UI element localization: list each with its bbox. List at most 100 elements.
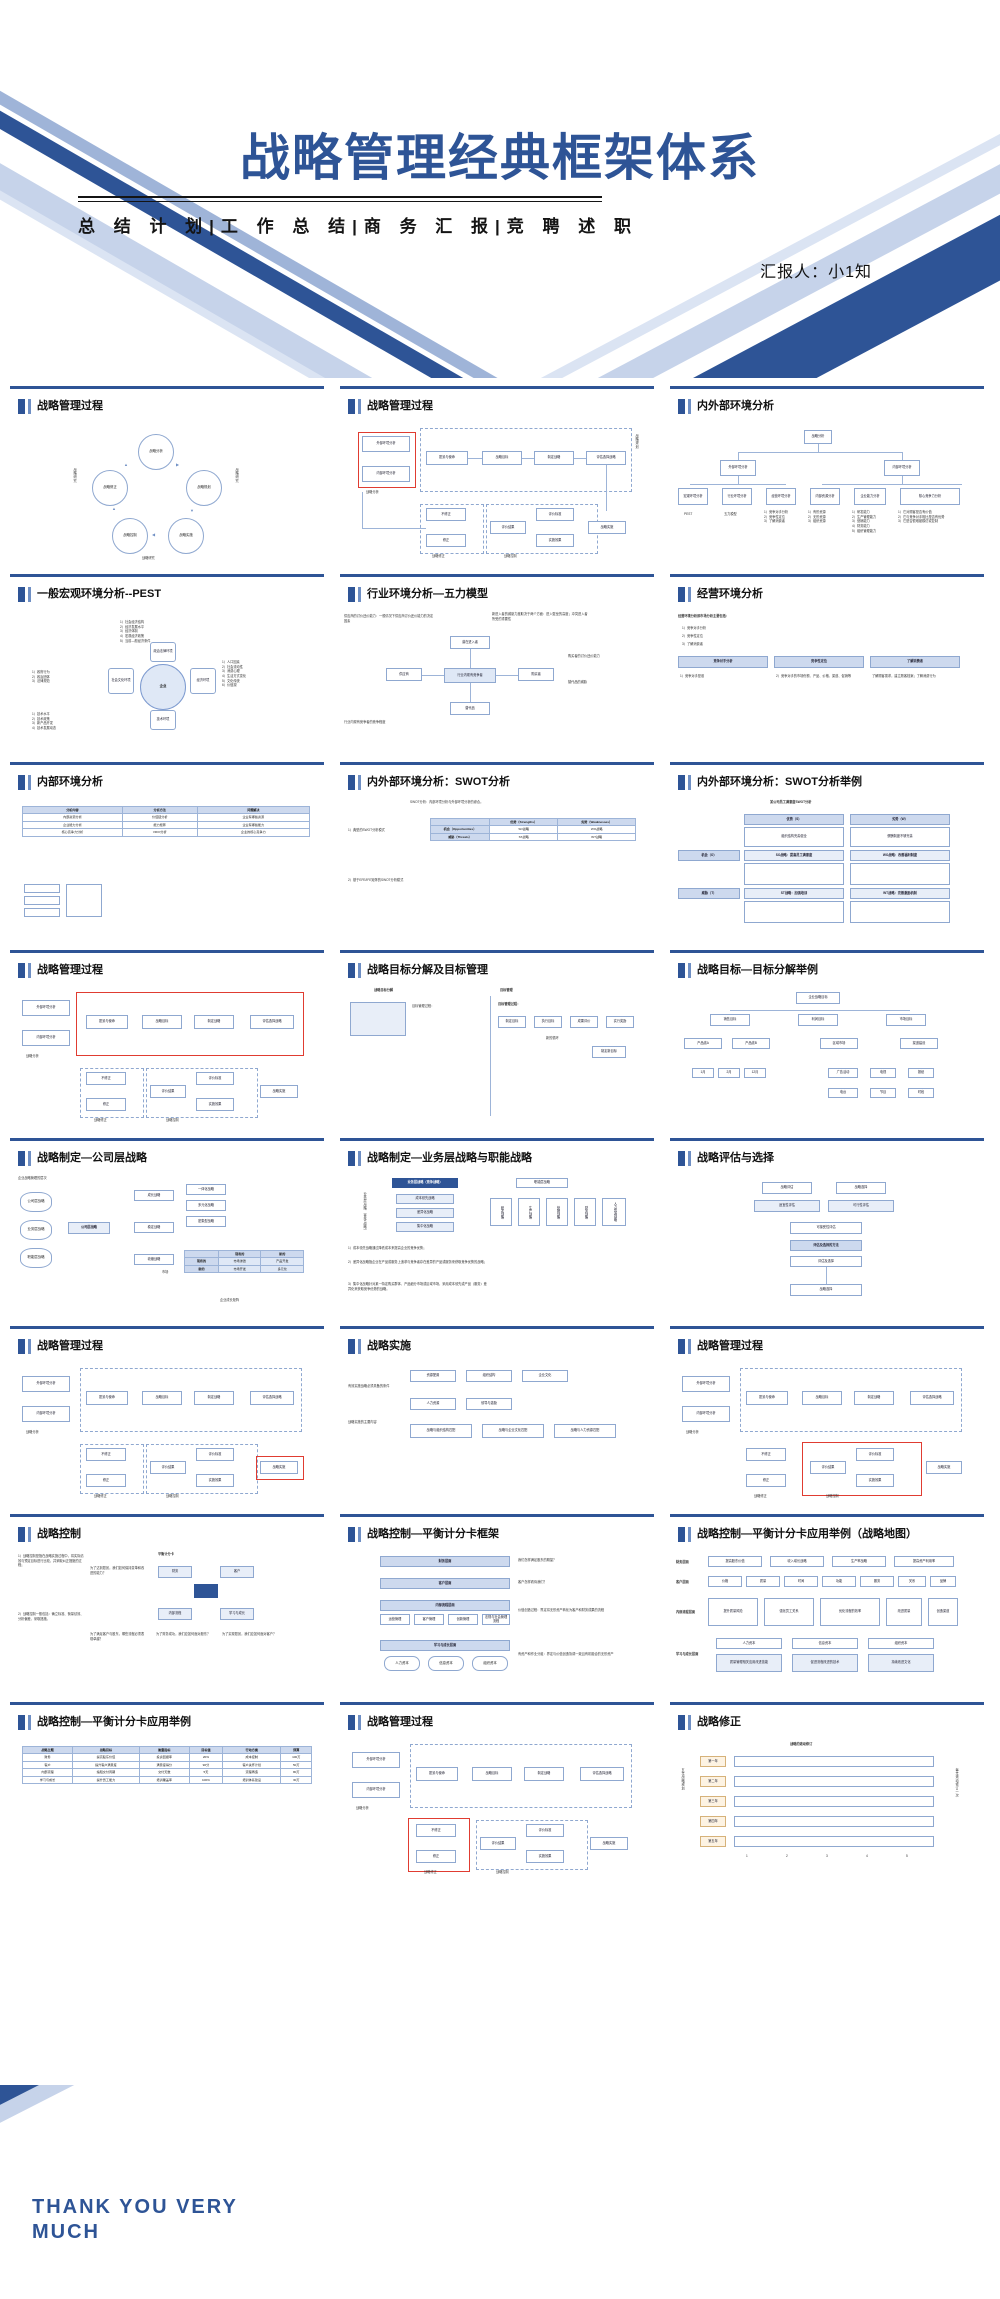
title-bar-icon xyxy=(18,587,25,602)
slide-title: 战略制定—业务层战略与职能战略 xyxy=(367,1151,532,1164)
eval-node: 战略选择 xyxy=(836,1182,886,1194)
slide-thumb-21[interactable]: 战略控制—平衡计分卡应用举例（战略地图） 财务层面 提高股东价值 收入增长战略 … xyxy=(670,1506,984,1694)
slide-content: 供应商的讨价还价能力：一般情况下供应商讨价还价能力的决定因素 新进入者的威胁力度… xyxy=(340,606,654,754)
column-text: 了解顾客需求，建立顾客档案；了解消费行为 xyxy=(872,674,936,678)
table-row: 威胁（Threats） ST战略 WT战略 xyxy=(430,832,636,842)
bsc-desc: 客户怎样看待我们？ xyxy=(518,1580,547,1584)
slide-title: 内部环境分析 xyxy=(37,775,103,788)
year-tick: 2 xyxy=(786,1854,788,1858)
slide-thumb-1[interactable]: 战略管理过程 战略分析 战略规划 战略实施 战略控制 战略修正 ▶ ▼ ◀ ▲ … xyxy=(10,378,324,566)
table-row: 机会（Opportunities） SO战略 WO战略 xyxy=(430,825,636,835)
bsc-question: 为了财务成功，我们应如何面对股东？ xyxy=(156,1632,211,1636)
slide-content: 战略主题 战略目标 衡量指标 目标值 行动方案 预算 财务 提高股东价值 投资回报率… xyxy=(10,1734,324,1882)
title-bar-icon xyxy=(18,1527,25,1542)
tree-leaf: 财务战略 xyxy=(574,1198,596,1226)
title-bar-icon xyxy=(18,775,25,790)
slide-thumb-24[interactable]: 战略修正 战略的滚动修订 五年战略规划 每年滚动修订一次 第一年 第二年 第三年… xyxy=(670,1694,984,1882)
group-label: 战略修正 xyxy=(94,1494,107,1498)
slide-thumb-3[interactable]: 内外部环境分析 战略分析 外部环境分析 内部环境分析 宏观环境分析 行业环境分析… xyxy=(670,378,984,566)
tree-node: 市场目标 xyxy=(886,1014,926,1026)
slide-thumb-16[interactable]: 战略管理过程 外部环境分析 内部环境分析 愿景与使命 战略目标 制定战略 评估选… xyxy=(10,1318,324,1506)
map-cell: 关系 xyxy=(898,1576,926,1587)
left-label: 2）基于EFE/IFE矩阵的SWOT分析模式 xyxy=(348,878,404,882)
flow-label: 新的循环 xyxy=(546,1036,559,1040)
bsc-section: 财务层面 xyxy=(380,1556,510,1567)
slide-title: 战略控制—平衡计分卡框架 xyxy=(367,1527,499,1540)
cycle-arrow-icon: ▶ xyxy=(176,462,180,467)
flow-node: 评估选择战略 xyxy=(250,1391,294,1405)
slide-thumb-10[interactable]: 战略管理过程 外部环境分析 内部环境分析 愿景与使命 战略目标 制定战略 评估选… xyxy=(10,942,324,1130)
slide-thumb-22[interactable]: 战略控制—平衡计分卡应用举例 战略主题 战略目标 衡量指标 目标值 行动方案 预… xyxy=(10,1694,324,1882)
slide-thumb-15[interactable]: 战略评估与选择 战略评估 战略选择 适宜性评估 可行性评估 可接受性评估 评估及… xyxy=(670,1130,984,1318)
thank-you-text: THANK YOU VERY MUCH xyxy=(32,2195,312,2245)
flow-node: 评价标准 xyxy=(196,1072,234,1085)
bsc-section: 内部流程层面 xyxy=(380,1600,510,1611)
slide-thumb-17[interactable]: 战略实施 有效实施战略必须具备的条件 战略实施的主要内容 资源配置 组织结构 企… xyxy=(340,1318,654,1506)
flow-node: 修正 xyxy=(86,1098,126,1111)
group-label: 战略控制 xyxy=(166,1118,179,1122)
year-tick: 5 xyxy=(906,1854,908,1858)
flow-lead: 目标管理过程： xyxy=(498,1002,521,1006)
slide-content: 经营环境分析即市场分析主要包括： 1）竞争对手分析 2）竞争性定位 3）了解消费… xyxy=(670,606,984,754)
slide-thumb-4[interactable]: 一般宏观环境分析--PEST 1）社会经济结构 2）经济发展水平 3）经济体制 … xyxy=(10,566,324,754)
pest-quadrant: 政治法律环境 xyxy=(150,642,176,662)
slide-thumb-23[interactable]: 战略管理过程 外部环境分析 内部环境分析 愿景与使命 战略目标 制定战略 评估选… xyxy=(340,1694,654,1882)
slide-content: 外部环境分析 内部环境分析 愿景与使命 战略目标 制定战略 评估选择战略 战略分… xyxy=(340,418,654,566)
slide-thumb-13[interactable]: 战略制定—公司层战略 企业战略管理的层次 公司层战略 业务层战略 职能层战略 公… xyxy=(10,1130,324,1318)
strategy-node: 成长战略 xyxy=(134,1190,174,1201)
row-label: 财务层面 xyxy=(676,1560,689,1564)
slide-thumb-7[interactable]: 内部环境分析 分析内容 分析方法 问题解决 内部资源分析 价值链分析 企业有哪些资源… xyxy=(10,754,324,942)
axis-label: 市场 xyxy=(162,1270,169,1274)
flow-node: 内部环境分析 xyxy=(682,1406,730,1422)
bottom-node: 电视 xyxy=(870,1068,896,1078)
impl-node: 人力资源 xyxy=(410,1398,456,1410)
bsc-quadrant: 财务 xyxy=(158,1566,192,1578)
th: 问题解决 xyxy=(196,805,311,815)
row-label: 内部流程层面 xyxy=(676,1610,696,1614)
map-cell: 服务 xyxy=(860,1576,894,1587)
eval-node: 战略评估 xyxy=(762,1182,812,1194)
tree-leaf: 核心竞争力分析 xyxy=(900,488,960,505)
table-row: 现有的 市场渗透 产品开发 xyxy=(184,1257,304,1267)
force-node-center: 行业内现有竞争者 xyxy=(444,668,496,683)
slide-thumb-12[interactable]: 战略目标—目标分解举例 企业战略目标 销售目标 利润目标 市场目标 产品线A 产… xyxy=(670,942,984,1130)
flow-node: 修正 xyxy=(746,1474,786,1487)
title-bar-icon xyxy=(348,399,355,414)
month-cell: 1月 xyxy=(692,1068,714,1078)
slide-title: 战略控制—平衡计分卡应用举例（战略地图） xyxy=(697,1527,917,1540)
flow-node: 不修正 xyxy=(746,1448,786,1461)
title-bar-icon xyxy=(678,1339,685,1354)
slide-thumb-9[interactable]: 内外部环境分析：SWOT分析举例 某公司员工满意度SWOT分析 优势（S） 劣势… xyxy=(670,754,984,942)
slide-title: 战略管理过程 xyxy=(37,399,103,412)
slide-content: 1）社会经济结构 2）经济发展水平 3）经济体制 4）宏观经济政策 5）当前—般… xyxy=(10,606,324,754)
slide-thumb-14[interactable]: 战略制定—业务层战略与职能战略 业务层战略（竞争战略） 成本领先战略 差异化战略… xyxy=(340,1130,654,1318)
slide-thumb-19[interactable]: 战略控制 1）战略控制是指在战略实施过程中，将实际绩效与预定目标进行比较，并采取… xyxy=(10,1506,324,1694)
slide-thumb-11[interactable]: 战略目标分解及目标管理 战略目标分解 目标管理 目标管理过程： 目标管理过程： … xyxy=(340,942,654,1130)
flow-node: 战略目标 xyxy=(142,1015,182,1029)
flow-node: 愿景与使命 xyxy=(426,451,468,465)
slide-title: 战略控制 xyxy=(37,1527,81,1540)
tree-node: 外部环境分析 xyxy=(720,460,756,476)
body-text: 2）差异化战略指企业在产品或服务上追求与竞争者存在差异的产品或服务来获取竞争优势… xyxy=(348,1260,487,1264)
map-cell: 人力资本 xyxy=(716,1638,782,1649)
slide-thumb-18[interactable]: 战略管理过程 外部环境分析 内部环境分析 愿景与使命 战略目标 制定战略 评估选… xyxy=(670,1318,984,1506)
slide-thumb-8[interactable]: 内外部环境分析：SWOT分析 SWOT分析：内部环境分析与外部环境分析的综合。 … xyxy=(340,754,654,942)
slide-thumb-20[interactable]: 战略控制—平衡计分卡框架 财务层面 我们怎样满足股东的期望？ 客户层面 客户怎样… xyxy=(340,1506,654,1694)
slide-row-8: 战略控制—平衡计分卡应用举例 战略主题 战略目标 衡量指标 目标值 行动方案 预… xyxy=(0,1694,1000,1882)
bsc-desc: 我们怎样满足股东的期望？ xyxy=(518,1558,557,1562)
strategy-box: 集中化战略 xyxy=(396,1222,454,1232)
lead-text: 企业战略管理的层次 xyxy=(18,1176,47,1180)
column-header: 了解消费者 xyxy=(870,656,960,668)
flow-node: 愿景与使命 xyxy=(746,1391,788,1405)
level-node: 职能层战略 xyxy=(20,1248,52,1268)
flow-node: 外部环境分析 xyxy=(352,1752,400,1768)
slide-thumb-2[interactable]: 战略管理过程 外部环境分析 内部环境分析 愿景与使命 战略目标 制定战略 评估选… xyxy=(340,378,654,566)
side-label-right: 战略研究 xyxy=(234,468,239,483)
table-row: 内部流程 缩短交付周期 交付天数 5天 流程再造 80万 xyxy=(21,1768,312,1777)
highlight-box xyxy=(256,1456,304,1480)
slide-thumb-5[interactable]: 行业环境分析—五力模型 供应商的讨价还价能力：一般情况下供应商讨价还价能力的决定… xyxy=(340,566,654,754)
col-text: 目标管理过程： xyxy=(412,1004,435,1008)
slide-thumb-6[interactable]: 经营环境分析 经营环境分析即市场分析主要包括： 1）竞争对手分析 2）竞争性定位… xyxy=(670,566,984,754)
tree-node: 销售目标 xyxy=(710,1014,750,1026)
flow-node: 战略实施 xyxy=(588,521,626,534)
